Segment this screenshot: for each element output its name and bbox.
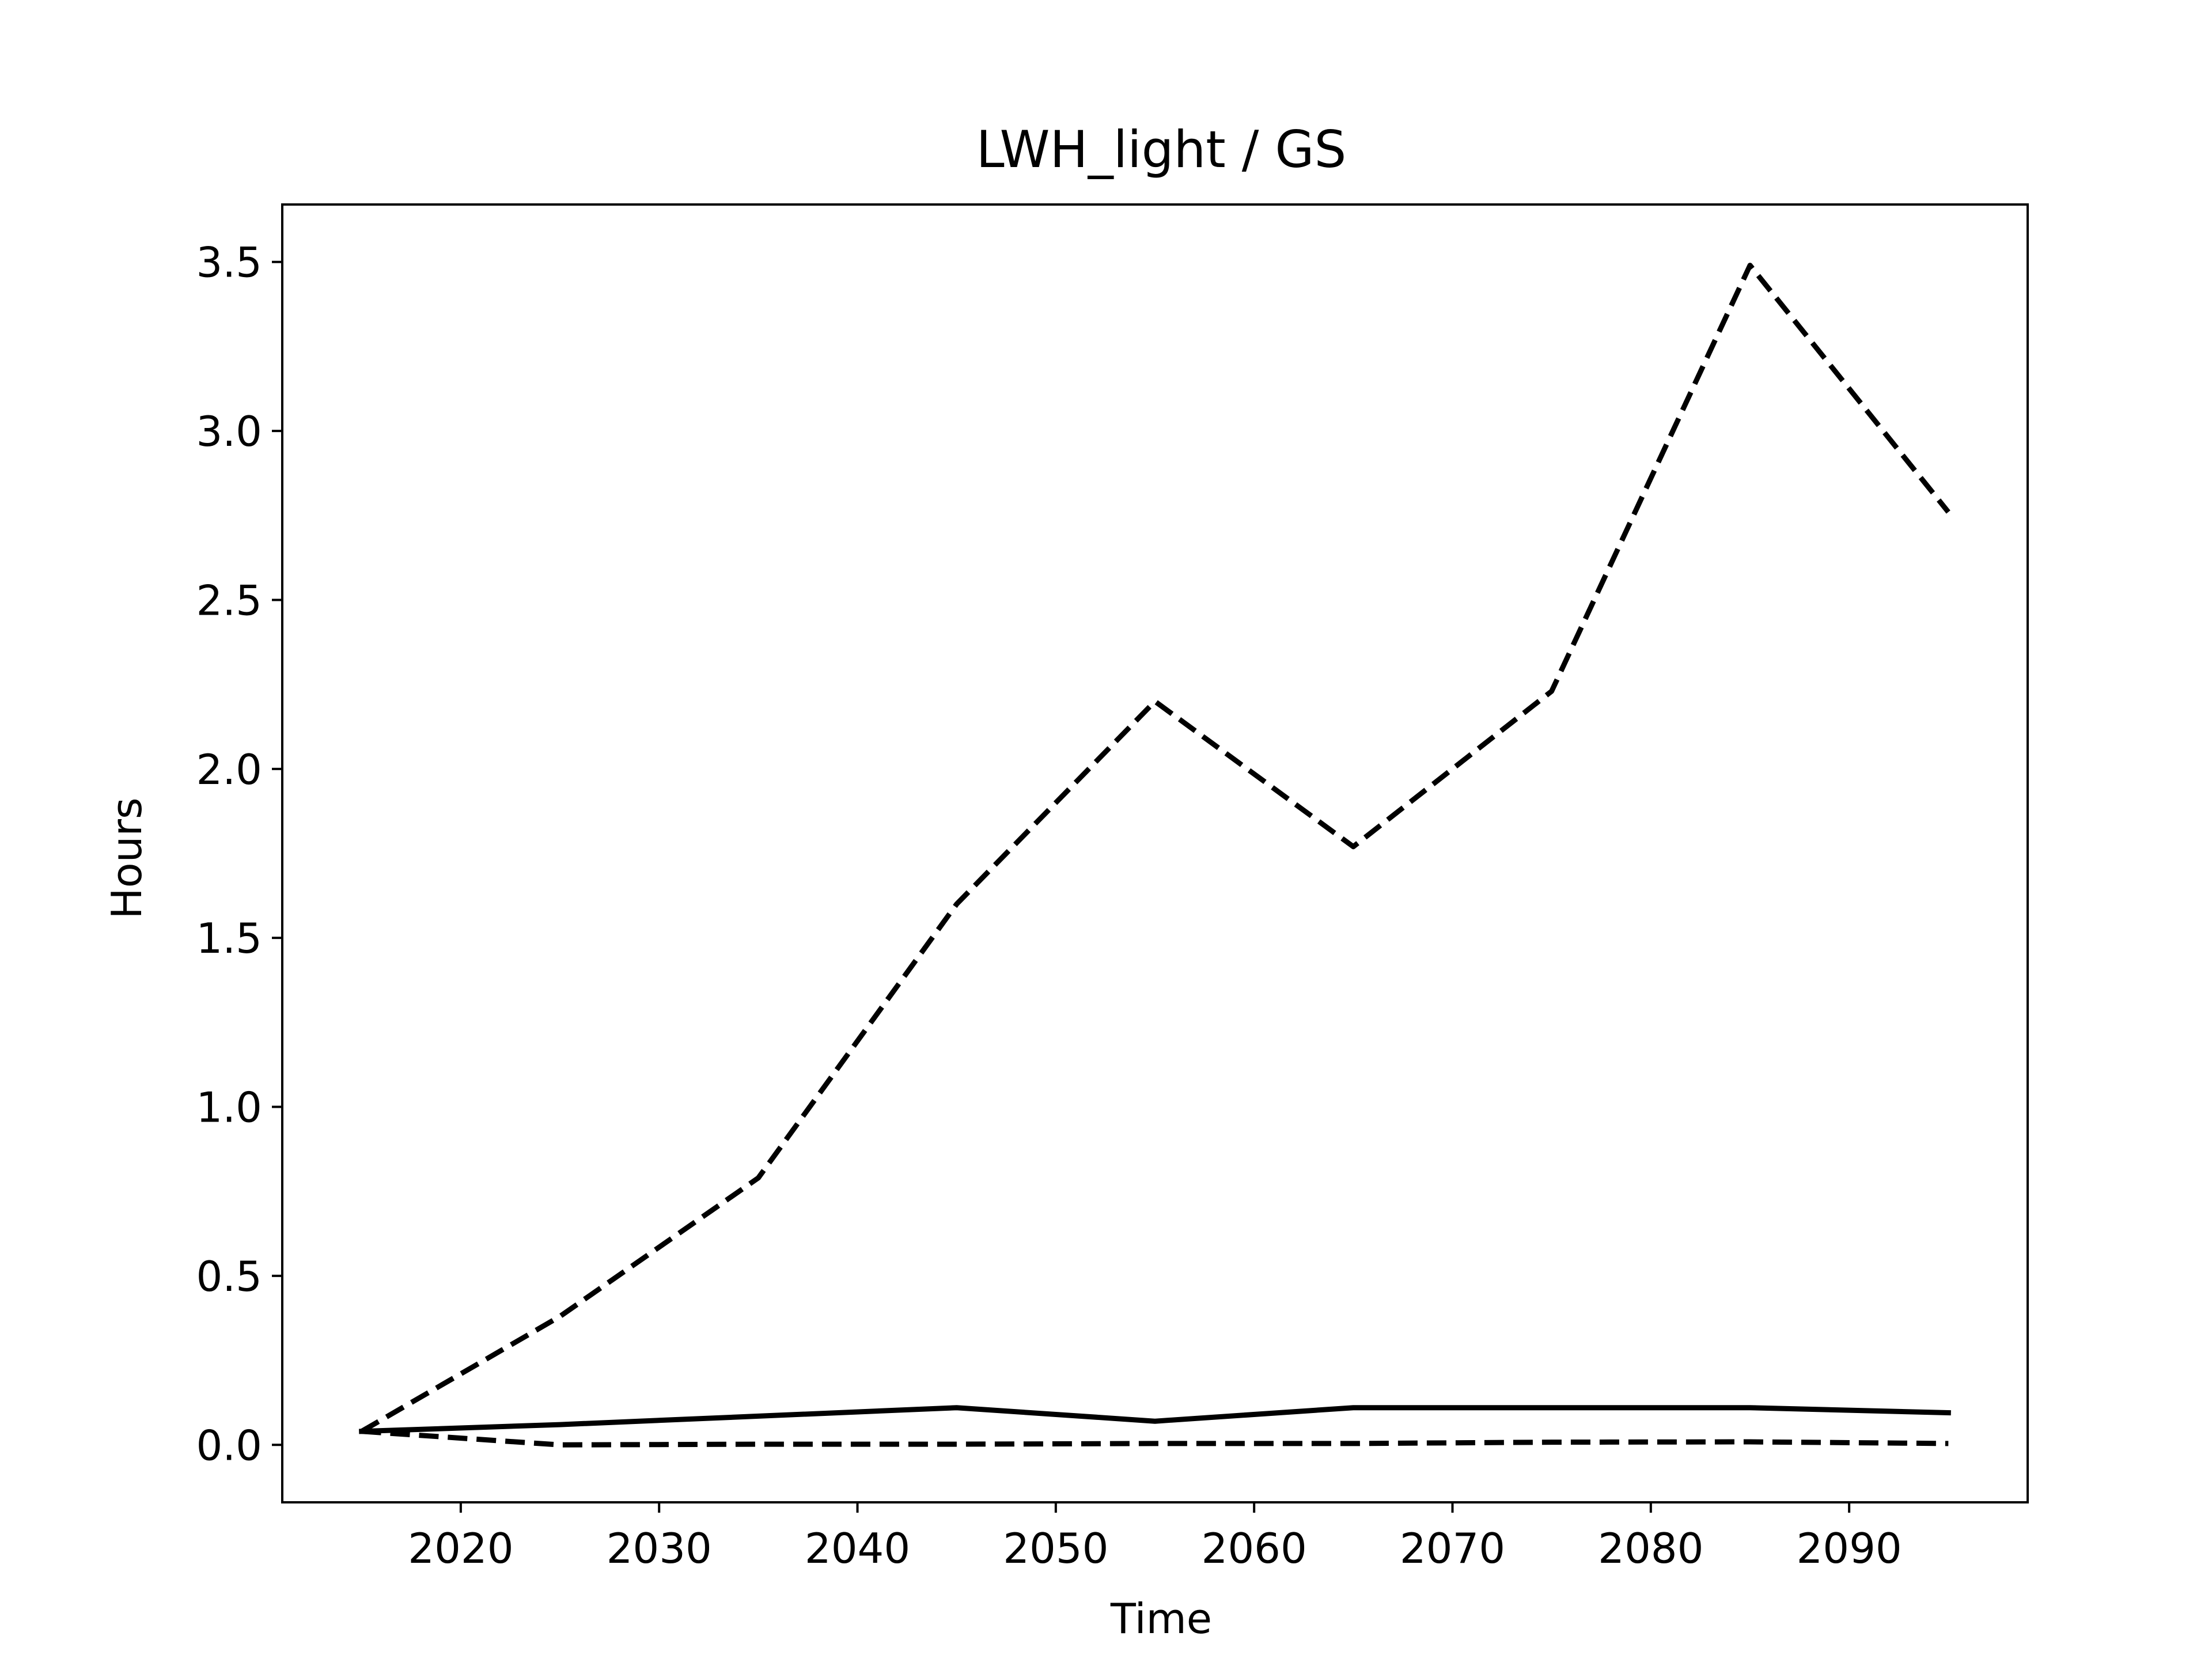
x-tick-label: 2060 (1202, 1524, 1307, 1573)
chart-title: LWH_light / GS (976, 120, 1347, 179)
y-tick-label: 0.0 (196, 1421, 262, 1469)
y-tick-label: 1.0 (196, 1084, 262, 1132)
y-tick-label: 2.0 (196, 745, 262, 794)
x-tick-label: 2030 (607, 1524, 712, 1573)
plot-area-frame (281, 203, 2029, 1503)
x-tick-label: 2040 (805, 1524, 910, 1573)
x-tick-label: 2070 (1400, 1524, 1505, 1573)
x-axis-label: Time (1110, 1594, 1212, 1643)
y-tick-label: 0.5 (196, 1252, 262, 1301)
y-tick-label: 3.5 (196, 238, 262, 287)
x-tick-label: 2020 (408, 1524, 513, 1573)
series-line-2 (360, 263, 1950, 1434)
series-line-1 (359, 1405, 1951, 1434)
x-tick-label: 2050 (1003, 1524, 1108, 1573)
x-axis-ticks: 2020 2030 2040 2050 2060 2070 2080 2090 (408, 1502, 1902, 1573)
y-tick-label: 2.5 (196, 576, 262, 624)
data-series (359, 263, 1951, 1448)
x-tick-label: 2080 (1598, 1524, 1703, 1573)
y-axis-ticks: 0.0 0.5 1.0 1.5 2.0 2.5 3.0 3.5 (196, 238, 282, 1469)
x-tick-label: 2090 (1796, 1524, 1902, 1573)
y-tick-label: 3.0 (196, 407, 262, 456)
series-line-3 (361, 1429, 1949, 1448)
y-axis-label: Hours (103, 798, 151, 919)
y-tick-label: 1.5 (196, 914, 262, 963)
